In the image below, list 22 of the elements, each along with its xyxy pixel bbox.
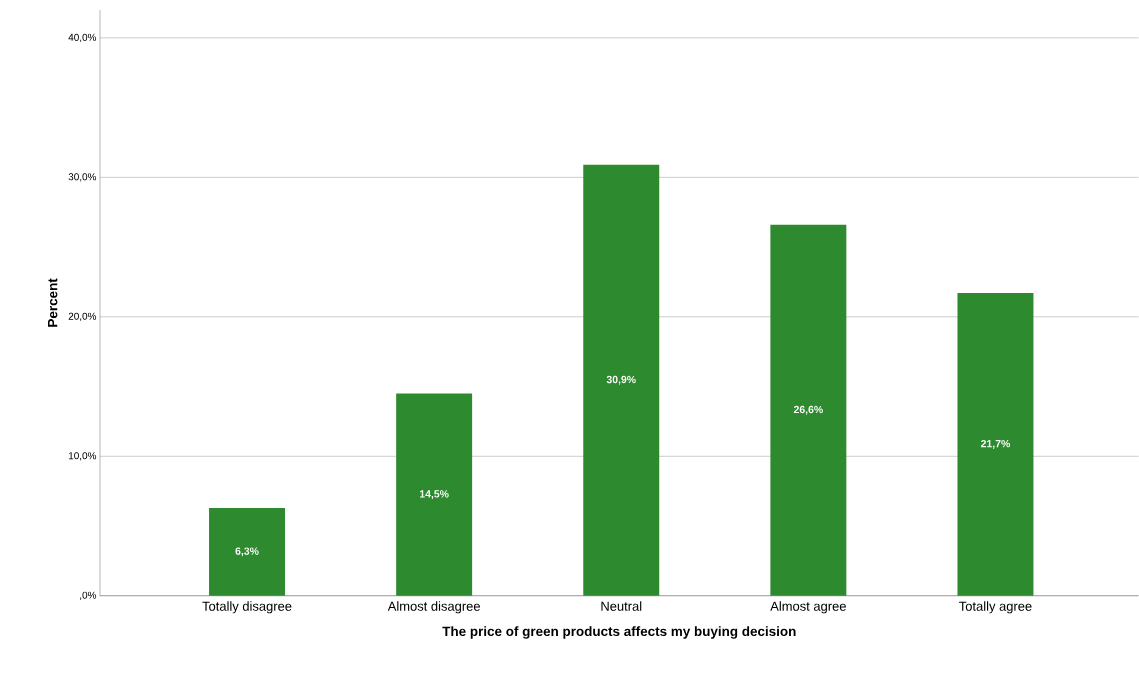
bar: [583, 164, 660, 596]
bar: [770, 224, 847, 596]
y-axis-title: Percent: [48, 278, 58, 327]
y-tick-label: 10,0%: [68, 452, 97, 461]
x-tick-label: Almost disagree: [387, 601, 480, 614]
x-axis-title: The price of green products affects my buying decision: [442, 626, 796, 639]
y-tick-label: 40,0%: [68, 33, 97, 43]
bar: [209, 508, 286, 596]
bar: [396, 393, 473, 596]
x-tick-label: Almost agree: [770, 601, 846, 614]
data-label: 6,3%: [235, 547, 259, 557]
x-tick-label: Totally disagree: [202, 601, 292, 614]
bar: [957, 293, 1034, 596]
y-tick-label: 20,0%: [68, 312, 97, 322]
data-label: 14,5%: [419, 490, 449, 500]
data-label: 26,6%: [793, 405, 823, 415]
data-label: 21,7%: [981, 440, 1011, 450]
x-tick-label: Neutral: [601, 601, 642, 611]
data-label: 30,9%: [606, 375, 636, 385]
y-tick-label: ,0%: [80, 591, 97, 601]
x-tick-label: Totally agree: [959, 601, 1032, 614]
y-tick-label: 30,0%: [68, 173, 97, 182]
